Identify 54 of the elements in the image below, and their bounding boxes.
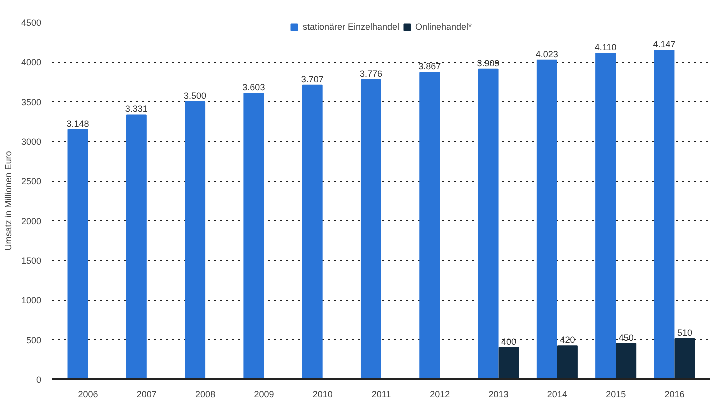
bar	[420, 72, 440, 380]
y-axis-title: Umsatz in Millionen Euro	[3, 151, 14, 251]
data-label: 3.148	[66, 118, 90, 129]
bar	[126, 114, 147, 380]
y-tick-label: 3500	[21, 97, 42, 108]
legend-label: Onlinehandel*	[416, 22, 472, 32]
y-tick-label: 4500	[21, 18, 42, 28]
bar	[536, 60, 558, 380]
bar	[557, 346, 578, 380]
data-label: 3.500	[184, 90, 207, 101]
data-label: 420	[560, 335, 576, 346]
x-tick-label: 2013	[488, 390, 509, 400]
y-tick-label: 500	[26, 335, 42, 346]
data-label: 510	[677, 328, 693, 338]
bar	[68, 129, 88, 380]
x-tick-label: 2010	[312, 390, 333, 400]
y-tick-label: 0	[36, 375, 42, 385]
x-tick-label: 2015	[606, 390, 626, 400]
x-tick-label: 2009	[254, 390, 274, 400]
data-label: 3.867	[418, 62, 442, 72]
x-tick-label: 2016	[664, 390, 685, 400]
x-tick-label: 2014	[547, 390, 568, 400]
data-label: 3.776	[360, 68, 383, 79]
x-tick-label: 2008	[196, 390, 216, 400]
y-tick-label: 1000	[21, 296, 42, 306]
bar	[616, 343, 637, 380]
data-label: 4.147	[653, 40, 676, 50]
bar	[185, 101, 206, 380]
data-label: 3.603	[242, 82, 266, 93]
data-label: 3.331	[125, 104, 148, 114]
legend-label: stationärer Einzelhandel	[302, 22, 400, 32]
x-tick-label: 2011	[372, 390, 392, 400]
bar	[478, 68, 499, 380]
bar	[244, 93, 264, 380]
data-label: 3.909	[477, 58, 500, 68]
y-tick-label: 2000	[21, 216, 42, 226]
y-tick-label: 2500	[21, 176, 42, 187]
y-tick-label: 4000	[21, 58, 42, 68]
bar	[360, 79, 382, 380]
data-label: 450	[618, 332, 634, 343]
data-label: 400	[502, 336, 517, 347]
y-tick-label: 3000	[21, 137, 42, 147]
x-tick-label: 2012	[430, 390, 450, 400]
data-label: 4.023	[536, 49, 558, 60]
data-label: 4.110	[594, 42, 617, 52]
data-label: 3.707	[301, 74, 324, 84]
bar	[302, 84, 323, 380]
bar	[498, 347, 520, 380]
bar	[596, 52, 616, 380]
x-tick-label: 2007	[136, 390, 157, 400]
bar	[654, 50, 675, 380]
y-tick-label: 1500	[21, 256, 42, 266]
x-tick-label: 2006	[78, 390, 98, 400]
bar	[674, 338, 696, 380]
